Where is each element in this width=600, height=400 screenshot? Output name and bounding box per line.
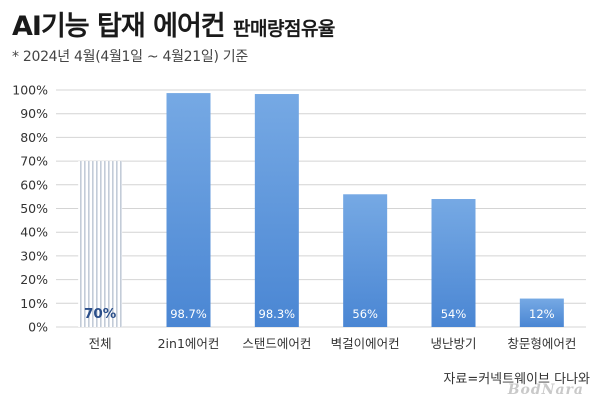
bar bbox=[519, 298, 564, 327]
value-label: 12% bbox=[529, 307, 555, 321]
bar bbox=[431, 199, 476, 327]
y-tick-label: 10% bbox=[20, 296, 48, 311]
chart-title-sub: 판매량점유율 bbox=[233, 18, 335, 40]
y-tick-label: 60% bbox=[20, 177, 48, 192]
bar bbox=[343, 194, 388, 327]
y-axis: 0% 10% 20% 30% 40% 50% 60% 70% 80% 90% 100% bbox=[12, 83, 48, 335]
gridlines bbox=[56, 89, 586, 328]
x-tick-label: 냉난방기 bbox=[430, 336, 476, 351]
x-axis: 전체 2in1에어컨 스탠드에어컨 벽걸이에어컨 냉난방기 창문형에어컨 bbox=[89, 336, 577, 351]
x-tick-label: 전체 bbox=[89, 336, 112, 351]
chart-title: AI기능 탑재 에어컨 판매량점유율 bbox=[12, 4, 335, 43]
source-note: 자료=커넥트웨이브 다나와 bbox=[443, 372, 590, 387]
chart-title-main: AI기능 탑재 에어컨 bbox=[12, 11, 226, 42]
y-tick-label: 50% bbox=[20, 201, 48, 216]
value-label: 98.7% bbox=[170, 307, 207, 321]
bar bbox=[166, 93, 211, 328]
x-tick-label: 2in1에어컨 bbox=[158, 336, 220, 351]
y-tick-label: 40% bbox=[20, 225, 48, 240]
y-tick-label: 70% bbox=[20, 154, 48, 169]
y-tick-label: 100% bbox=[12, 83, 48, 98]
value-label: 70% bbox=[84, 306, 117, 322]
y-tick-label: 30% bbox=[20, 248, 48, 263]
x-tick-label: 스탠드에어컨 bbox=[242, 336, 311, 351]
bar bbox=[78, 161, 123, 327]
watermark-logo: BodNara bbox=[507, 382, 584, 398]
y-tick-label: 90% bbox=[20, 106, 48, 121]
x-tick-label: 창문형에어컨 bbox=[507, 336, 576, 351]
value-labels: 70% 98.7% 98.3% 56% 54% 12% bbox=[84, 306, 555, 322]
x-tick-label: 벽걸이에어컨 bbox=[331, 336, 400, 351]
y-tick-label: 0% bbox=[28, 320, 48, 335]
bars bbox=[78, 93, 564, 328]
value-label: 54% bbox=[441, 307, 467, 321]
value-label: 98.3% bbox=[259, 307, 296, 321]
y-tick-label: 20% bbox=[20, 272, 48, 287]
period-note: * 2024년 4월(4월1일 ~ 4월21일) 기준 bbox=[12, 49, 248, 65]
value-label: 56% bbox=[352, 307, 378, 321]
y-tick-label: 80% bbox=[20, 130, 48, 145]
bar bbox=[254, 94, 299, 328]
